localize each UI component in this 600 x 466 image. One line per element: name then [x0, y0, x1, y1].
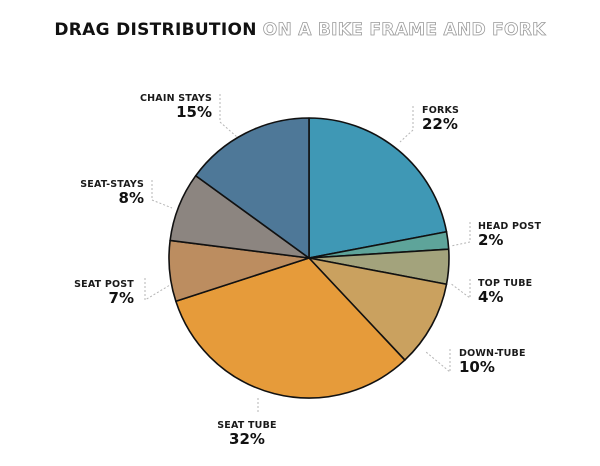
pie-slice-seat-tube [175, 257, 406, 399]
slice-label-seat-stays: SEAT-STAYS [80, 179, 144, 190]
pie-slice-chain-stays [194, 117, 310, 259]
chart-title-block: DRAG DISTRIBUTION ON A BIKE FRAME AND FOR… [0, 20, 600, 41]
pie-slice-down-tube [308, 257, 448, 361]
slice-value-down-tube: 10% [459, 358, 495, 376]
leader-line [144, 278, 171, 301]
leader-line [219, 94, 238, 138]
slice-label-seat-tube: SEAT TUBE [217, 420, 276, 431]
leader-line [450, 222, 471, 247]
slice-value-top-tube: 4% [478, 288, 503, 306]
slice-value-seat-post: 7% [109, 289, 134, 307]
slice-value-head-post: 2% [478, 231, 503, 249]
slice-value-chain-stays: 15% [176, 103, 212, 121]
slice-label-chain-stays: CHAIN STAYS [140, 93, 212, 104]
slice-value-seat-stays: 8% [119, 189, 144, 207]
slice-value-seat-tube: 32% [229, 430, 265, 448]
chart-subtitle: ON A BIKE FRAME AND FORK [262, 20, 546, 41]
slice-label-seat-post: SEAT POST [74, 279, 134, 290]
slice-label-top-tube: TOP TUBE [478, 278, 532, 289]
leader-line [151, 180, 173, 209]
leader-line [399, 106, 414, 143]
leader-line [425, 349, 451, 374]
slice-label-down-tube: DOWN-TUBE [459, 348, 526, 359]
chart-title: DRAG DISTRIBUTION [54, 20, 257, 40]
leader-line [449, 279, 471, 299]
pie-slice-forks [308, 117, 448, 259]
slice-value-forks: 22% [422, 115, 458, 133]
slice-label-forks: FORKS [422, 105, 459, 116]
slice-label-head-post: HEAD POST [478, 221, 541, 232]
